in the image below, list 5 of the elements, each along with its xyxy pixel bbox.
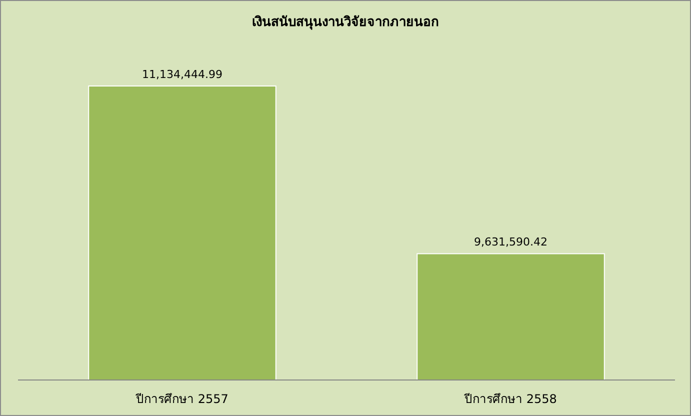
chart-title: เงินสนับสนุนงานวิจัยจากภายนอก: [252, 15, 439, 30]
data-label: 9,631,590.42: [474, 236, 548, 249]
x-tick-label: ปีการศึกษา 2557: [135, 392, 228, 406]
x-tick-label: ปีการศึกษา 2558: [464, 392, 557, 406]
data-label: 11,134,444.99: [142, 68, 222, 81]
